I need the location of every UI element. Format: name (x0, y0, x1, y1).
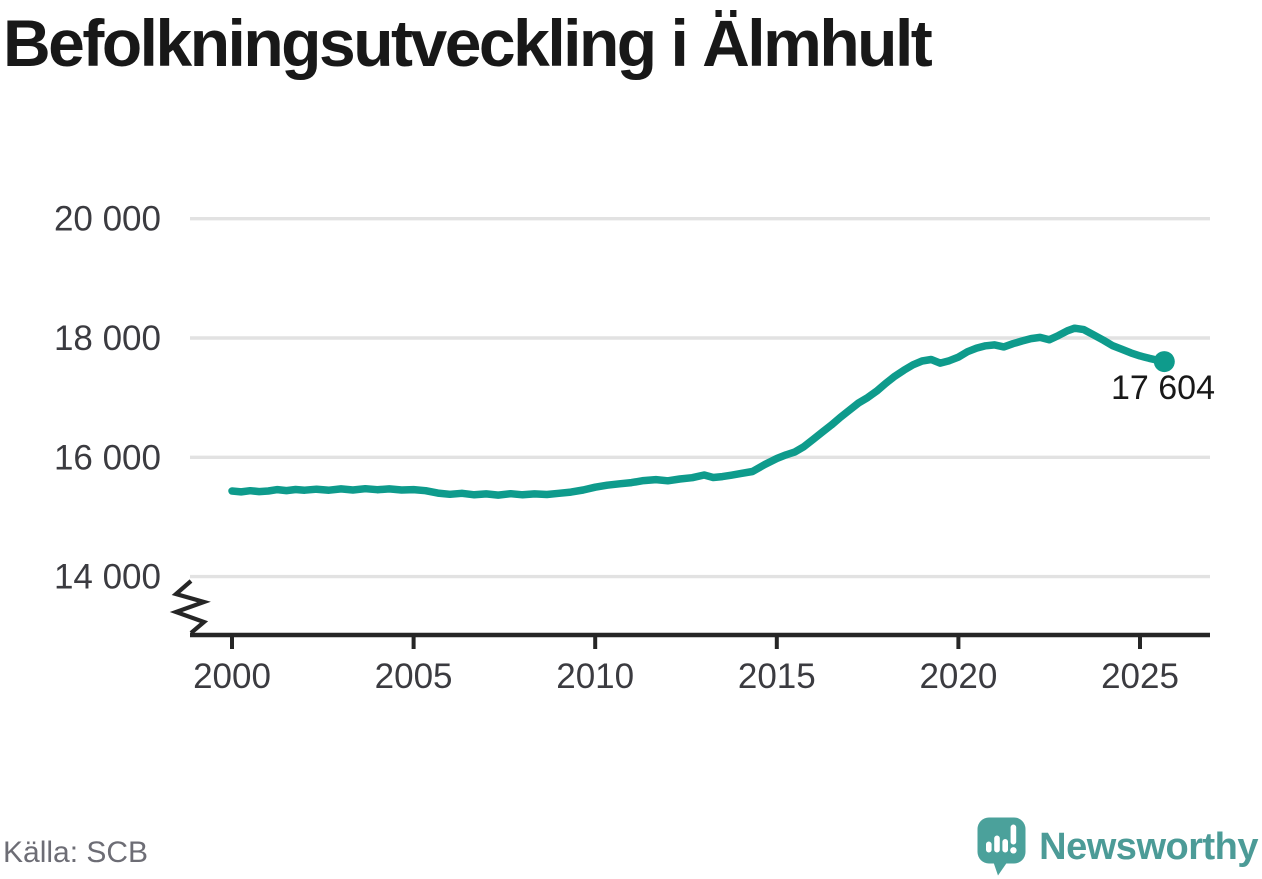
end-point-dot (1153, 351, 1175, 373)
end-value-label: 17 604 (1111, 369, 1215, 407)
newsworthy-logo-icon (977, 817, 1026, 876)
x-tick-label: 2005 (375, 657, 453, 696)
x-tick-label: 2010 (556, 657, 634, 696)
population-line (228, 324, 1169, 499)
y-axis-break-icon (169, 579, 211, 635)
x-tick-label: 2015 (738, 657, 816, 696)
x-tick-label: 2025 (1101, 657, 1179, 696)
newsworthy-logo-text: Newsworthy (1039, 826, 1258, 868)
bar-chart-exclamation-glyph (986, 824, 1017, 854)
y-tick-label: 16 000 (54, 438, 161, 477)
y-tick-label: 14 000 (54, 558, 161, 597)
x-tick-label: 2000 (193, 657, 271, 696)
newsworthy-logo: Newsworthy (977, 817, 1258, 877)
x-tick-label: 2020 (919, 657, 997, 696)
chart-title: Befolkningsutveckling i Älmhult (3, 6, 933, 80)
y-tick-label: 20 000 (54, 200, 161, 239)
speech-bubble-shape (977, 817, 1026, 876)
source-note: Källa: SCB (3, 836, 149, 869)
y-tick-label: 18 000 (54, 319, 161, 358)
